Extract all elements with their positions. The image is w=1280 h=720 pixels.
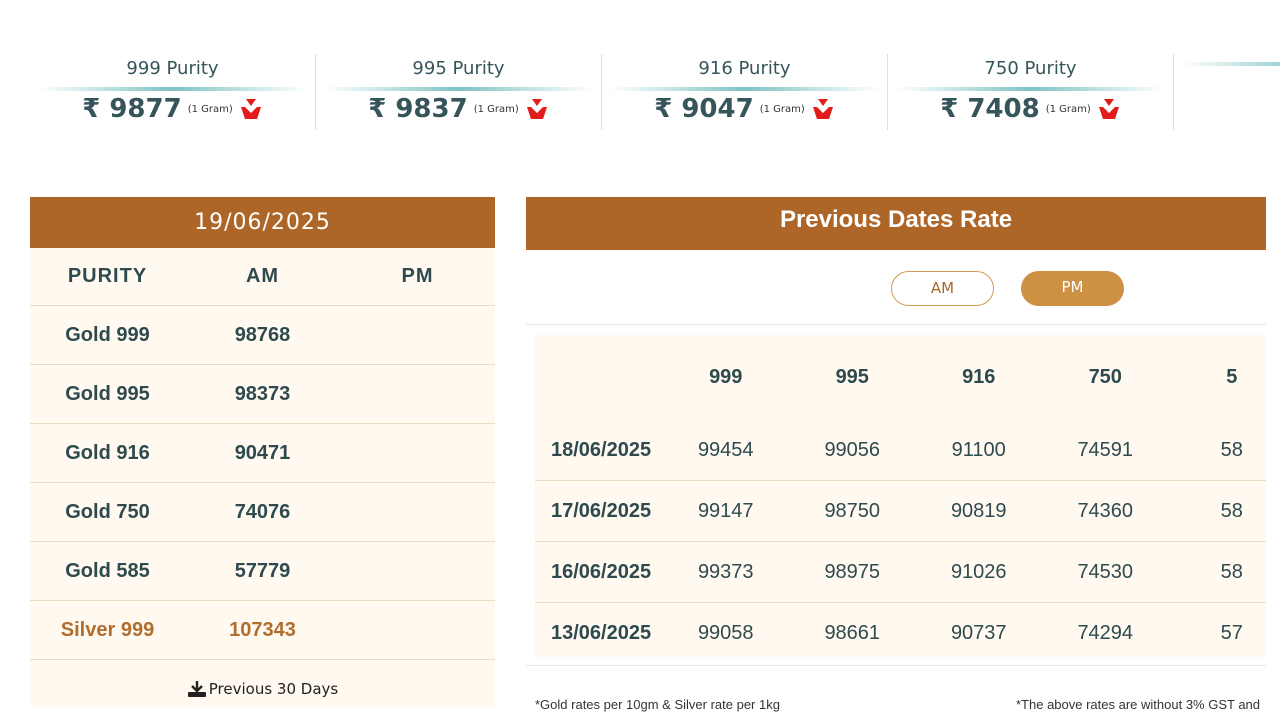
unit: (1 Gram): [473, 103, 519, 115]
price: ₹ 7408: [940, 94, 1040, 124]
cell: 58: [1220, 499, 1243, 522]
cell: 98975: [824, 560, 881, 583]
cell: 999: [709, 366, 743, 388]
purity-name: 750 Purity: [984, 58, 1077, 79]
price-ticker: 999 Purity ₹ 9877 (1 Gram) 995 Purity ₹ 9837…: [30, 54, 1280, 132]
pm-toggle[interactable]: PM: [1021, 271, 1124, 306]
cell: Gold 999: [65, 323, 150, 346]
table-row: Gold 750 74076: [30, 483, 495, 542]
note-right: *The above rates are without 3% GST and: [1016, 697, 1261, 712]
cell: 74076: [234, 500, 291, 523]
table-header: PURITY AM PM: [30, 248, 495, 306]
cell: 99056: [824, 438, 881, 461]
cell: 99373: [697, 560, 754, 583]
cell: 74591: [1077, 438, 1134, 461]
previous-dates-panel: Previous Dates Rate AM PM 999 995 916 750 5 1…: [526, 197, 1266, 720]
unit: (1 Gram): [187, 103, 233, 115]
cell: 98750: [824, 499, 881, 522]
ticker-item: 999 Purity ₹ 9877 (1 Gram): [30, 54, 316, 130]
purity-name: 995 Purity: [412, 58, 505, 79]
cell: 916: [962, 366, 996, 388]
price: ₹ 9047: [654, 94, 754, 124]
table-row: 17/06/2025 99147 98750 90819 74360 58: [535, 481, 1266, 542]
table-row: 18/06/2025 99454 99056 91100 74591 58: [535, 420, 1266, 481]
previous-rates-table: 999 995 916 750 5 18/06/2025 99454 99056 91100 74…: [535, 335, 1266, 657]
purity-name: 916 Purity: [698, 58, 791, 79]
cell: 57: [1220, 622, 1243, 644]
ticker-item: 750 Purity ₹ 7408 (1 Gram): [888, 54, 1174, 130]
cell: Gold 916: [65, 441, 150, 464]
cell: Gold 995: [65, 382, 150, 405]
table-row: 16/06/2025 99373 98975 91026 74530 58: [535, 542, 1266, 603]
table-row: 13/06/2025 99058 98661 90737 74294 57: [535, 603, 1266, 664]
cell: 98373: [234, 382, 291, 405]
cell: 74294: [1077, 622, 1134, 644]
table-header: 999 995 916 750 5: [535, 335, 1266, 420]
table-row: Gold 999 98768: [30, 306, 495, 365]
cell: 750: [1088, 366, 1122, 388]
cell: 74530: [1077, 560, 1134, 583]
cell: 107343: [229, 618, 296, 641]
cell: 99058: [697, 622, 754, 644]
cell: 90819: [950, 499, 1007, 522]
am-toggle[interactable]: AM: [891, 271, 994, 306]
unit: (1 Gram): [759, 103, 805, 115]
col-am: AM: [245, 265, 280, 287]
ticker-item: ₹: [1174, 54, 1280, 130]
down-arrow-icon: [240, 99, 261, 119]
cell: 91026: [950, 560, 1007, 583]
cell: 99454: [697, 438, 754, 461]
col-purity: PURITY: [67, 265, 148, 287]
cell: 5: [1226, 366, 1238, 388]
cell: 16/06/2025: [551, 560, 652, 583]
unit: (1 Gram): [1045, 103, 1091, 115]
col-pm: PM: [401, 265, 434, 287]
today-rates-panel: 19/06/2025 PURITY AM PM Gold 999 98768 Gol…: [30, 197, 495, 707]
cell: 90471: [234, 441, 291, 464]
price: ₹ 9877: [82, 94, 182, 124]
down-arrow-icon: [1098, 99, 1119, 119]
table-row: Gold 916 90471: [30, 424, 495, 483]
price: ₹ 9837: [368, 94, 468, 124]
cell: 17/06/2025: [551, 499, 652, 522]
download-label: Previous 30 Days: [208, 680, 339, 698]
cell: 90737: [950, 622, 1007, 644]
cell: 98768: [234, 323, 291, 346]
cell: 995: [835, 366, 869, 388]
cell: 74360: [1077, 499, 1134, 522]
table-row: Gold 995 98373: [30, 365, 495, 424]
download-icon: [187, 681, 206, 697]
note-left: *Gold rates per 10gm & Silver rate per 1…: [535, 697, 780, 712]
cell: 58: [1220, 438, 1243, 461]
table-row: Gold 585 57779: [30, 542, 495, 601]
today-date: 19/06/2025: [30, 197, 495, 248]
down-arrow-icon: [812, 99, 833, 119]
cell: Silver 999: [60, 618, 155, 641]
cell: 91100: [951, 438, 1006, 461]
cell: 57779: [234, 559, 291, 582]
table-row: Silver 999 107343: [30, 601, 495, 660]
ticker-item: 916 Purity ₹ 9047 (1 Gram): [602, 54, 888, 130]
cell: Gold 585: [65, 559, 150, 582]
previous-title: Previous Dates Rate: [526, 197, 1266, 250]
cell: 13/06/2025: [551, 622, 652, 644]
purity-name: 999 Purity: [126, 58, 219, 79]
down-arrow-icon: [526, 99, 547, 119]
ticker-item: 995 Purity ₹ 9837 (1 Gram): [316, 54, 602, 130]
cell: 18/06/2025: [551, 438, 652, 461]
previous-30-days-link[interactable]: Previous 30 Days: [30, 680, 495, 698]
cell: 58: [1220, 560, 1243, 583]
cell: Gold 750: [65, 500, 150, 523]
cell: 99147: [697, 499, 754, 522]
cell: 98661: [824, 622, 881, 644]
